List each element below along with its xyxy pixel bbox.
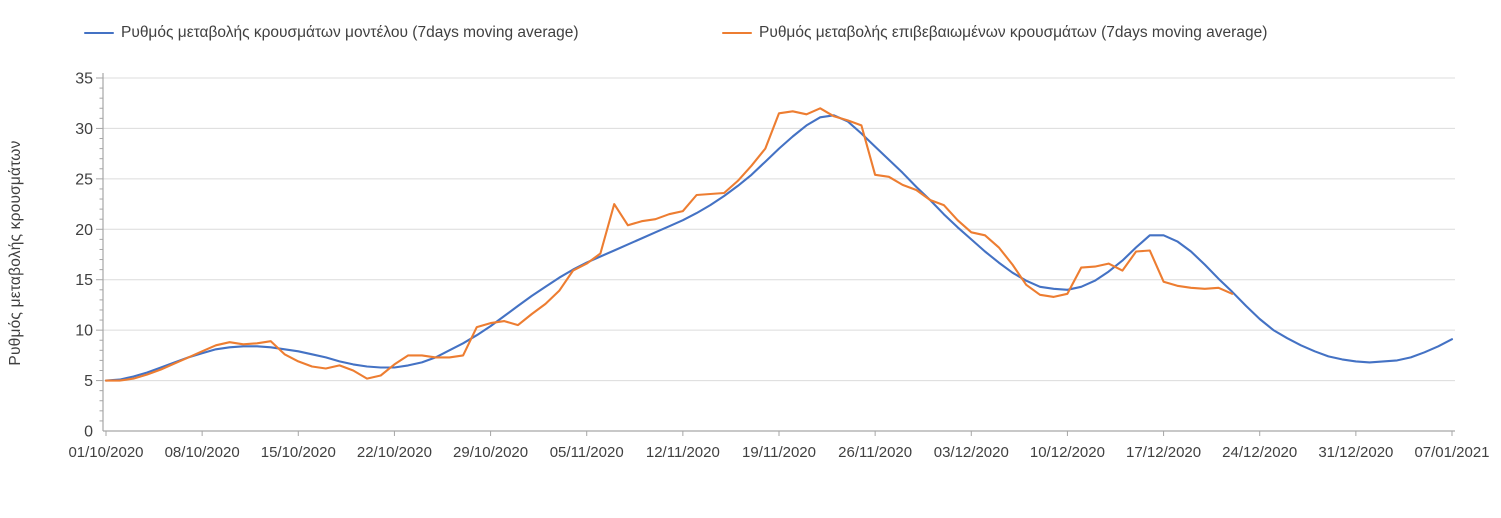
legend-item-confirmed: Ρυθμός μεταβολής επιβεβαιωμένων κρουσμάτ… [722, 24, 1267, 42]
x-tick-label: 29/10/2020 [453, 444, 528, 461]
x-tick-label: 10/12/2020 [1030, 444, 1105, 461]
series-line-model [104, 114, 1454, 382]
x-tick-label: 24/12/2020 [1222, 444, 1297, 461]
legend-line-confirmed-swatch [722, 31, 752, 35]
legend-item-model: Ρυθμός μεταβολής κρουσμάτων μοντέλου (7d… [84, 24, 579, 42]
y-tick-label: 35 [75, 71, 93, 88]
x-tick-label: 15/10/2020 [261, 444, 336, 461]
legend-label-model: Ρυθμός μεταβολής κρουσμάτων μοντέλου (7d… [121, 24, 579, 41]
x-tick-label: 07/01/2021 [1414, 444, 1489, 461]
y-tick-label: 5 [84, 373, 93, 390]
y-tick-label: 10 [75, 323, 93, 340]
x-tick-label: 08/10/2020 [165, 444, 240, 461]
y-tick-label: 30 [75, 121, 93, 138]
y-tick-label: 0 [84, 424, 93, 441]
x-tick-label: 05/11/2020 [550, 444, 624, 461]
x-tick-label: 17/12/2020 [1126, 444, 1201, 461]
x-tick-label: 31/12/2020 [1318, 444, 1393, 461]
legend-label-confirmed: Ρυθμός μεταβολής επιβεβαιωμένων κρουσμάτ… [759, 24, 1268, 41]
x-tick-label: 01/10/2020 [68, 444, 143, 461]
y-tick-label: 20 [75, 222, 93, 239]
y-tick-label: 25 [75, 171, 93, 188]
x-tick-label: 03/12/2020 [934, 444, 1009, 461]
series-line-confirmed [104, 107, 1234, 382]
x-tick-label: 22/10/2020 [357, 444, 432, 461]
x-tick-label: 26/11/2020 [838, 444, 912, 461]
x-tick-label: 19/11/2020 [742, 444, 816, 461]
y-tick-label: 15 [75, 272, 93, 289]
legend-line-model-swatch [84, 31, 114, 35]
x-tick-label: 12/11/2020 [646, 444, 720, 461]
